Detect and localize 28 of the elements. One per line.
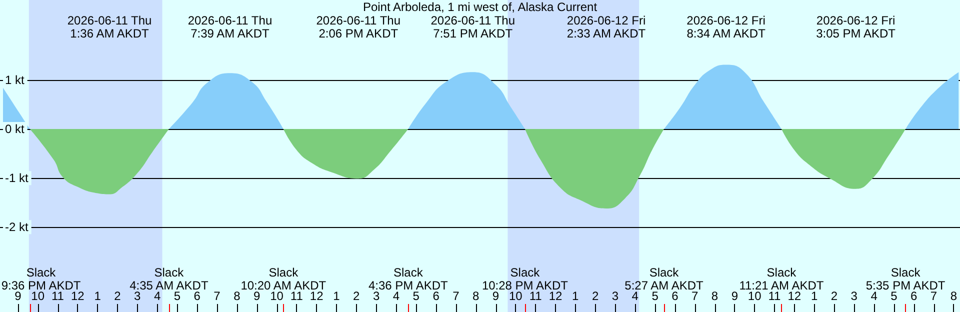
annotation: 2026-06-11 Thu 7:51 PM AKDT: [430, 14, 516, 40]
annotation: 2026-06-11 Thu 7:39 AM AKDT: [188, 14, 272, 40]
x-tick-label: 7: [214, 289, 221, 303]
x-tick-label: 2: [830, 289, 838, 303]
y-tick-label: 0 kt: [5, 122, 26, 136]
x-tick-label: 3: [612, 289, 619, 303]
x-tick-label: 7: [452, 289, 460, 303]
x-tick-label: 3: [850, 289, 858, 303]
annotation: 2026-06-12 Fri 3:05 PM AKDT: [816, 14, 896, 40]
x-tick-label: 1: [572, 289, 580, 303]
x-tick-label: 2: [592, 289, 599, 303]
chart-title: Point Arboleda, 1 mi west of, Alaska Current: [362, 0, 598, 14]
x-tick-label: 2: [114, 289, 122, 303]
y-tick-label: -1 kt: [5, 171, 30, 186]
annotation: 2026-06-12 Fri 8:34 AM AKDT: [686, 14, 766, 40]
x-tick-label: 8: [472, 289, 480, 303]
x-tick-label: 9: [731, 289, 738, 303]
x-tick-label: 2: [353, 289, 360, 303]
y-tick-label: -2 kt: [5, 220, 30, 234]
x-tick-label: 1: [333, 289, 340, 303]
annotation: 2026-06-12 Fri 2:33 AM AKDT: [566, 14, 646, 40]
x-tick-label: 8: [234, 289, 241, 303]
annotation: 2026-06-11 Thu 2:06 PM AKDT: [316, 14, 401, 40]
y-tick-label: 1 kt: [5, 72, 26, 87]
x-tick-label: 1: [94, 289, 102, 303]
annotation: 2026-06-11 Thu 1:36 AM AKDT: [67, 14, 152, 40]
x-tick-label: 8: [711, 289, 718, 303]
x-tick-label: 8: [950, 289, 958, 303]
